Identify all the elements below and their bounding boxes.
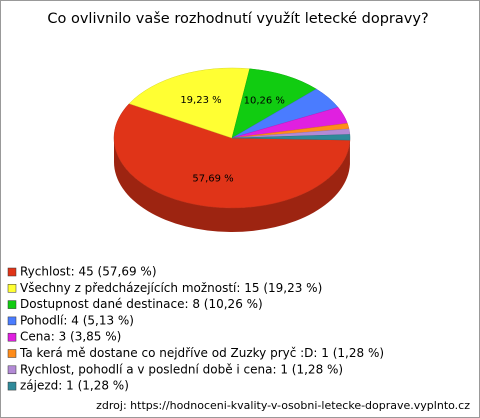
- legend-swatch: [7, 316, 17, 326]
- legend-swatch: [7, 267, 17, 277]
- legend-label: Cena: 3 (3,85 %): [20, 330, 121, 344]
- slice: [128, 67, 251, 139]
- legend-swatch: [7, 349, 17, 358]
- legend-label: Rychlost: 45 (57,69 %): [20, 265, 157, 279]
- slice-side: [114, 138, 350, 233]
- legend-label: zájezd: 1 (1,28 %): [20, 379, 129, 393]
- chart-title: Co ovlivnilo vaše rozhodnutí využít lete…: [47, 11, 428, 27]
- source: zdroj: https://hodnoceni-kvality-v-osobn…: [96, 399, 470, 412]
- legend-label: Dostupnost dané destinace: 8 (10,26 %): [20, 297, 263, 311]
- legend-label: Ta kerá mě dostane co nejdříve od Zuzky …: [19, 346, 384, 360]
- legend-swatch: [7, 284, 17, 293]
- legend-swatch: [7, 381, 17, 391]
- slice: [231, 134, 351, 141]
- slice: [113, 103, 351, 209]
- data-label: 57,69 %: [192, 173, 233, 184]
- legend-swatch: [7, 332, 17, 342]
- legend-swatch: [7, 365, 17, 375]
- slice: [231, 68, 317, 139]
- legend-label: Všechny z předcházejících možností: 15 (…: [20, 281, 322, 295]
- legend-label: Rychlost, pohodlí a v poslední době i ce…: [20, 362, 343, 376]
- data-label: 10,26 %: [244, 96, 285, 107]
- legend-swatch: [7, 300, 17, 309]
- legend-label: Pohodlí: 4 (5,13 %): [20, 313, 134, 327]
- data-label: 19,23 %: [180, 95, 221, 106]
